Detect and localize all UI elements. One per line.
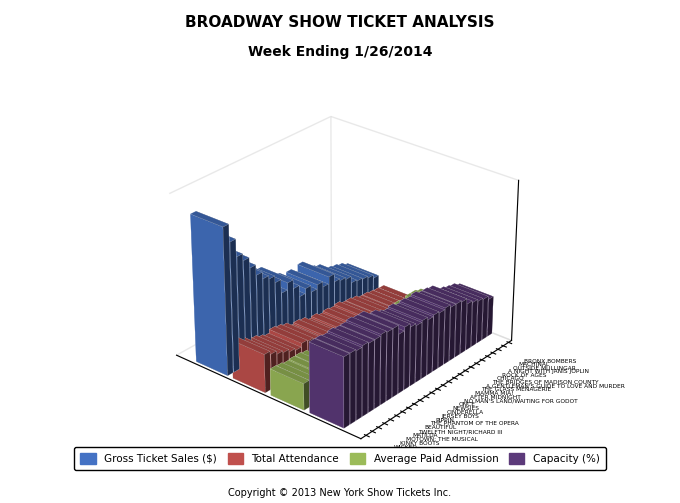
Legend: Gross Ticket Sales ($), Total Attendance, Average Paid Admission, Capacity (%): Gross Ticket Sales ($), Total Attendance… (74, 447, 606, 470)
Text: Copyright © 2013 New York Show Tickets Inc.: Copyright © 2013 New York Show Tickets I… (228, 488, 452, 498)
Text: Week Ending 1/26/2014: Week Ending 1/26/2014 (248, 45, 432, 59)
Text: BROADWAY SHOW TICKET ANALYSIS: BROADWAY SHOW TICKET ANALYSIS (185, 15, 495, 30)
